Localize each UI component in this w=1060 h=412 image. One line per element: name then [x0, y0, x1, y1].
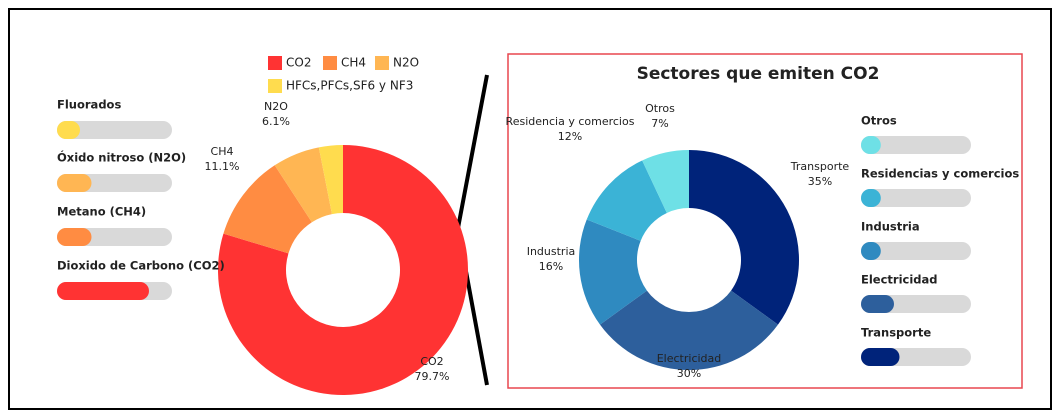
donut-segment	[579, 219, 647, 325]
highlight-box	[507, 53, 1023, 389]
bar-label: Fluorados	[57, 98, 121, 112]
segment-label: Transporte	[790, 160, 850, 173]
segment-label: Industria	[527, 245, 576, 258]
bar-label: Industria	[861, 220, 920, 234]
chart-title: Sectores que emiten CO2	[637, 64, 880, 84]
bar-label: Residencias y comercios	[861, 167, 1019, 181]
legend-label: CH4	[341, 56, 366, 70]
segment-label: CH4	[211, 145, 234, 158]
bar-track	[861, 242, 971, 260]
bar-fill	[57, 282, 149, 300]
donut-segment	[274, 147, 332, 223]
bar-fill	[861, 189, 881, 207]
donut-segment	[586, 160, 667, 241]
segment-label: CO2	[420, 355, 443, 368]
segment-value: 16%	[539, 260, 563, 273]
bar-track	[57, 121, 172, 139]
legend-label: HFCs,PFCs,SF6 y NF3	[286, 79, 413, 93]
segment-value: 30%	[677, 367, 701, 380]
legend-swatch	[268, 79, 282, 93]
segment-value: 12%	[558, 130, 582, 143]
frame	[8, 8, 1052, 410]
segment-label: Otros	[645, 102, 675, 115]
segment-label: N2O	[264, 100, 288, 113]
bar-fill	[861, 136, 881, 154]
donut-segment	[223, 165, 312, 254]
legend-label: N2O	[393, 56, 419, 70]
donut-segment	[642, 150, 689, 213]
bar-label: Transporte	[861, 326, 931, 340]
bar-fill	[861, 242, 881, 260]
bar-track	[861, 189, 971, 207]
divider	[455, 74, 489, 386]
donut-segment	[689, 150, 799, 325]
bar-fill	[861, 348, 900, 366]
segment-value: 35%	[808, 175, 832, 188]
legend-swatch	[375, 56, 389, 70]
bar-fill	[57, 174, 92, 192]
bar-fill	[57, 121, 80, 139]
bar-fill	[57, 228, 92, 246]
legend-label: CO2	[286, 56, 311, 70]
donut-segment	[600, 290, 778, 370]
donut-segment	[318, 145, 343, 215]
legend-swatch	[323, 56, 337, 70]
bar-fill	[861, 295, 894, 313]
segment-label: Residencia y comercios	[506, 115, 635, 128]
bar-label: Otros	[861, 114, 897, 128]
segment-value: 11.1%	[205, 160, 240, 173]
legend-swatch	[268, 56, 282, 70]
bar-label: Electricidad	[861, 273, 938, 287]
bar-track	[861, 136, 971, 154]
bar-label: Metano (CH4)	[57, 205, 146, 219]
donut-segment	[218, 145, 469, 396]
bar-label: Óxido nitroso (N2O)	[57, 150, 186, 165]
segment-value: 6.1%	[262, 115, 290, 128]
segment-label: Electricidad	[657, 352, 722, 365]
segment-value: 79.7%	[415, 370, 450, 383]
bar-label: Dioxido de Carbono (CO2)	[57, 259, 225, 273]
segment-value: 7%	[651, 117, 668, 130]
